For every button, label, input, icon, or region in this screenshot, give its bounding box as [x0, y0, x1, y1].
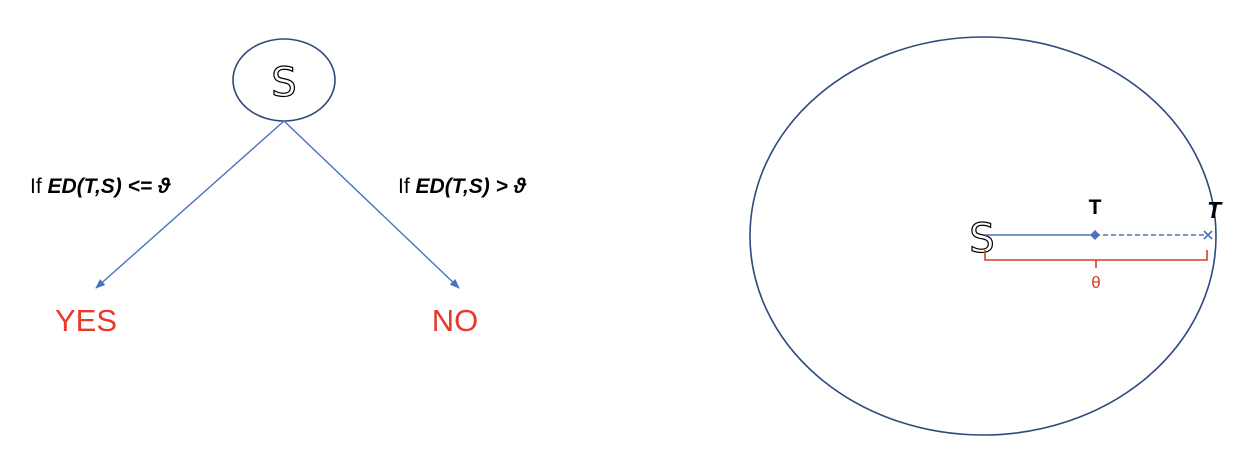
boundary-point-marker: [1203, 230, 1213, 240]
inner-point-label: T: [1089, 196, 1102, 219]
left-branch-arrow: [95, 120, 285, 289]
right-condition-prefix: If: [398, 175, 416, 198]
boundary-point-label: T: [1207, 197, 1223, 223]
no-outcome: NO: [432, 303, 479, 338]
threshold-label: θ: [1091, 273, 1100, 292]
inner-point-marker: [1090, 230, 1100, 240]
right-condition: If ED(T,S) > ϑ: [398, 175, 527, 198]
left-condition-prefix: If: [30, 175, 48, 198]
right-branch-arrow: [283, 120, 460, 289]
right-condition-expression: ED(T,S) > ϑ: [416, 175, 527, 198]
left-condition: If ED(T,S) <= ϑ: [30, 175, 171, 198]
threshold-bracket: [984, 250, 1208, 268]
center-s-label: S: [969, 216, 994, 262]
root-node-label: S: [271, 60, 296, 106]
threshold-circle: [749, 36, 1217, 436]
threshold-circle-diagram: S T T θ: [749, 36, 1223, 436]
yes-outcome: YES: [55, 303, 117, 338]
left-condition-expression: ED(T,S) <= ϑ: [48, 175, 171, 198]
decision-tree: S If ED(T,S) <= ϑ If ED(T,S) > ϑ YES NO: [30, 38, 527, 338]
